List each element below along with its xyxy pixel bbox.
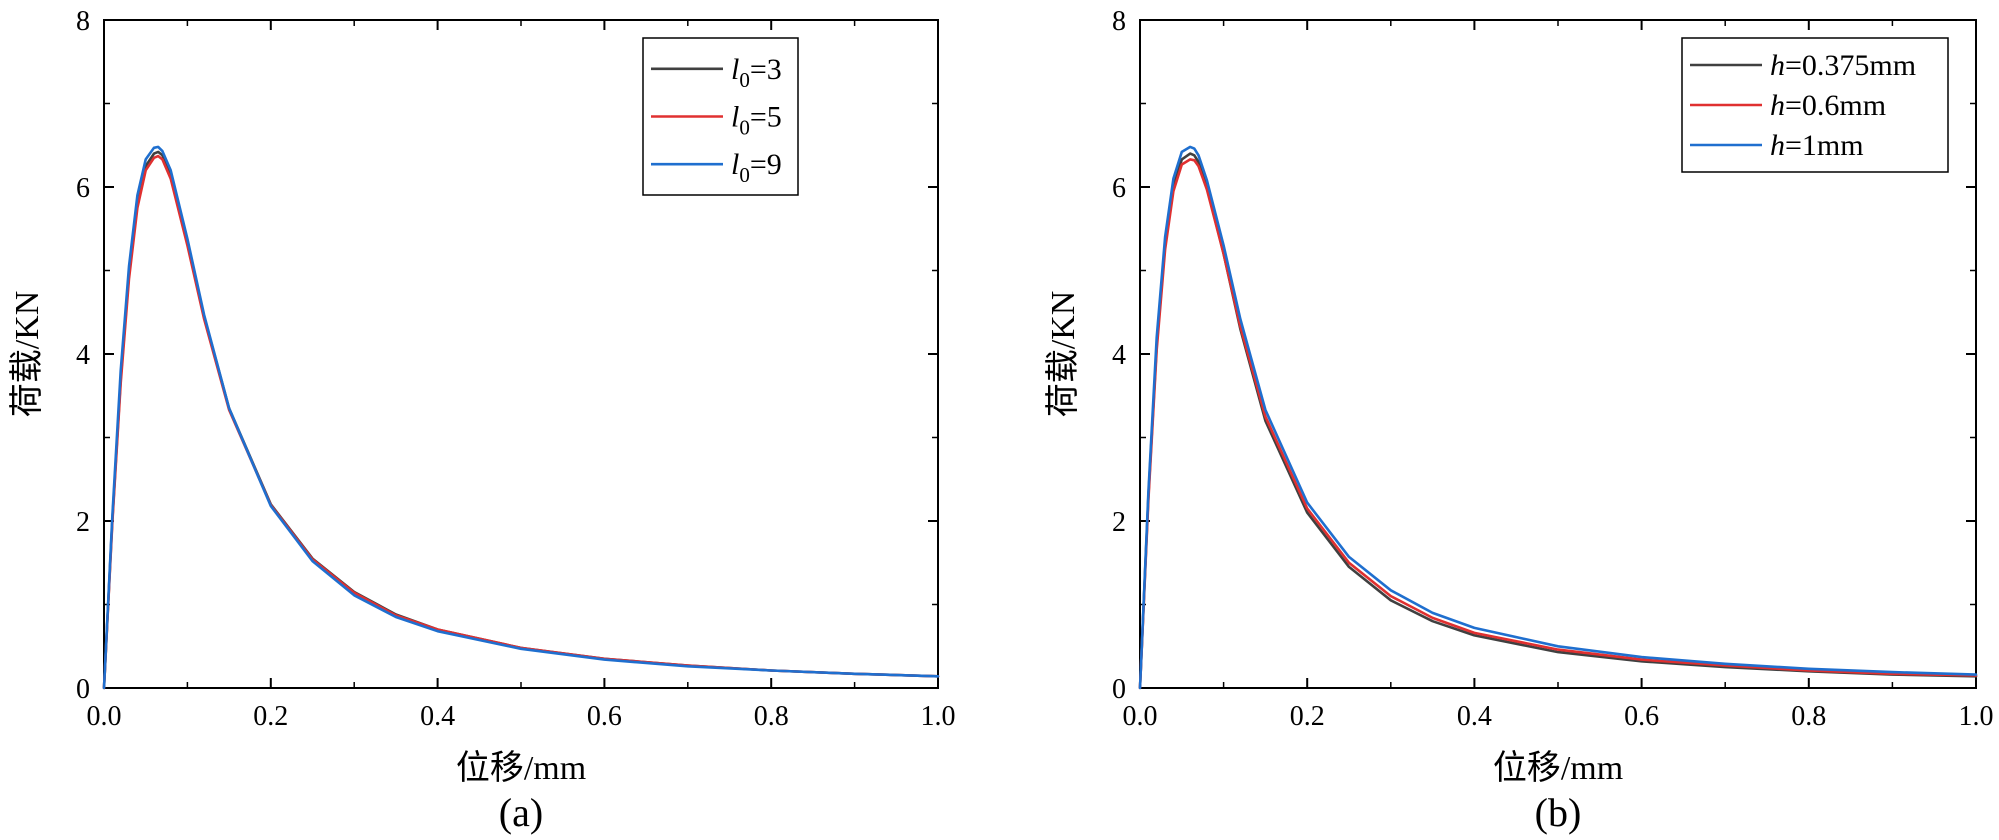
legend-var: h (1770, 129, 1785, 162)
x-tick-label: 0.0 (87, 701, 122, 732)
legend-label: l0=9 (731, 148, 782, 187)
legend-label: h=0.375mm (1770, 49, 1916, 82)
x-tick-label: 0.8 (1791, 701, 1826, 732)
legend-var: l (731, 53, 739, 86)
x-tick-label: 0.2 (1290, 701, 1325, 732)
y-tick-label: 0 (1112, 674, 1126, 705)
legend-var: l (731, 101, 739, 134)
y-tick-label: 4 (1112, 340, 1126, 371)
x-axis-title: 位移/mm (1493, 749, 1623, 787)
x-tick-label: 0.0 (1123, 701, 1158, 732)
legend-value: =9 (750, 148, 782, 181)
series-line-1 (102, 150, 940, 690)
y-tick-label: 8 (1112, 6, 1126, 37)
legend-label: l0=5 (731, 101, 782, 140)
legend-label: l0=3 (731, 53, 782, 92)
x-tick-label: 0.4 (420, 701, 455, 732)
legend-value: =1mm (1785, 129, 1864, 162)
chart-panel-b: 0.0 0.2 0.4 0.6 0.8 1.002468位移/mm荷载/KN(b)h=0.… (1044, 6, 1994, 835)
legend-subscript: 0 (739, 163, 750, 187)
series-line-1 (1138, 152, 1978, 690)
legend-value: =3 (750, 53, 782, 86)
legend-value: =0.375mm (1785, 49, 1916, 82)
legend-value: =5 (750, 101, 782, 134)
chart-panel-a: 0.0 0.2 0.4 0.6 0.8 1.002468位移/mm荷载/KN(a)l0=3… (8, 6, 956, 835)
x-tick-label: 0.2 (253, 701, 288, 732)
legend-var: h (1770, 89, 1785, 122)
x-tick-label: 1.0 (921, 701, 956, 732)
x-tick-label: 1.0 (1959, 701, 1994, 732)
x-tick-label: 0.4 (1457, 701, 1492, 732)
legend: l0=3l0=5l0=9 (642, 37, 799, 196)
legend-value: =0.6mm (1785, 89, 1886, 122)
series-line-2 (102, 154, 940, 690)
y-tick-label: 6 (76, 173, 90, 204)
legend-subscript: 0 (739, 116, 750, 140)
series-line-2 (1138, 158, 1978, 690)
y-axis-title: 荷载/KN (1044, 291, 1082, 418)
legend-var: l (731, 148, 739, 181)
series-line-3 (102, 145, 940, 690)
y-tick-label: 4 (76, 340, 90, 371)
x-tick-label: 0.8 (754, 701, 789, 732)
x-tick-label: 0.6 (1624, 701, 1659, 732)
legend-label: h=0.6mm (1770, 89, 1886, 122)
x-axis-title: 位移/mm (456, 749, 586, 787)
x-tick-label: 0.6 (587, 701, 622, 732)
series-line-3 (1138, 145, 1978, 690)
panel-label: (b) (1535, 790, 1582, 835)
y-axis-title: 荷载/KN (8, 291, 46, 418)
legend-var: h (1770, 49, 1785, 82)
y-tick-label: 2 (1112, 507, 1126, 538)
plot-frame (103, 19, 939, 689)
y-tick-label: 0 (76, 674, 90, 705)
panel-label: (a) (499, 790, 543, 835)
y-tick-label: 8 (76, 6, 90, 37)
y-tick-label: 2 (76, 507, 90, 538)
y-tick-label: 6 (1112, 173, 1126, 204)
legend-label: h=1mm (1770, 129, 1864, 162)
legend-subscript: 0 (739, 68, 750, 92)
